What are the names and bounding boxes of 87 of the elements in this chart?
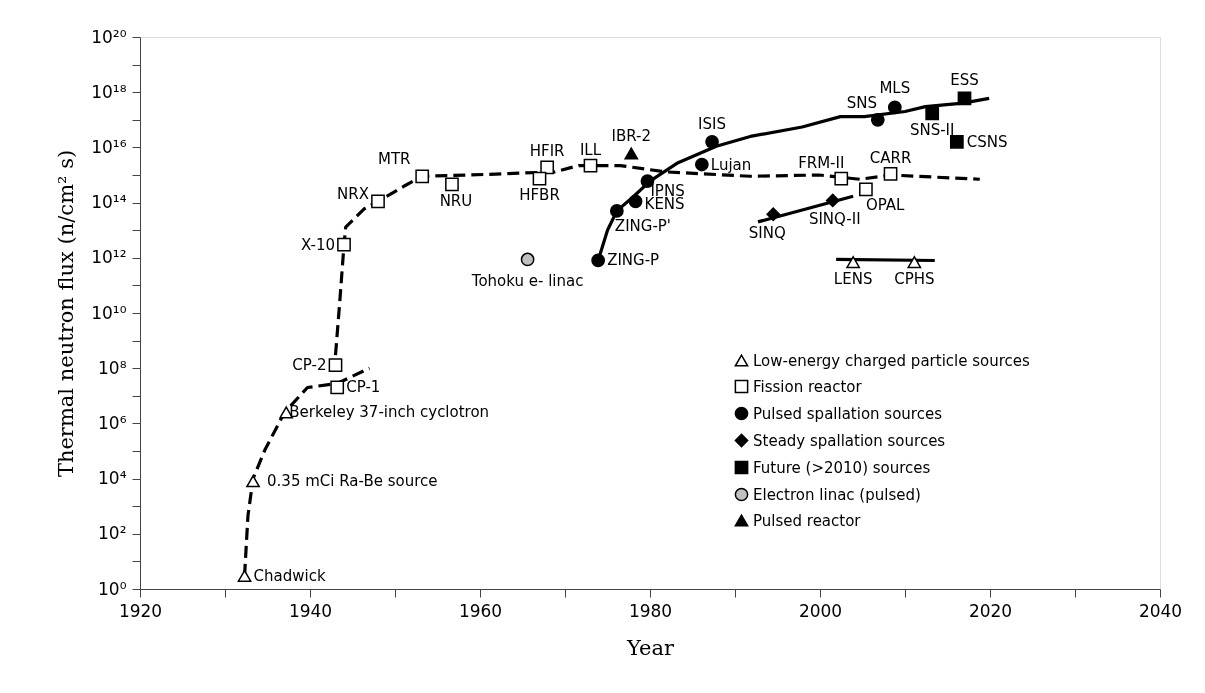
legend-label: Steady spallation sources [753, 431, 946, 450]
legend-label: Future (>2010) sources [753, 458, 931, 477]
point [445, 177, 459, 192]
y-tick-label: 10¹⁴ [91, 192, 127, 213]
annotation: FRM-II [798, 153, 845, 172]
y-tick-label: 10¹⁰ [91, 302, 127, 323]
point [846, 256, 861, 269]
point [337, 237, 351, 252]
legend-label: Pulsed spallation sources [753, 404, 943, 423]
legend-label: Low-energy charged particle sources [753, 351, 1031, 370]
point [624, 147, 639, 160]
point [883, 166, 898, 181]
point [825, 193, 840, 208]
y-tick-label: 10⁰ [98, 578, 127, 599]
y-tick-label: 10¹⁶ [91, 136, 127, 157]
point [957, 91, 972, 106]
point [907, 256, 922, 269]
annotation: ZING-P [607, 251, 660, 270]
x-tick-label: 1980 [628, 600, 673, 621]
point [925, 106, 940, 121]
y-tick-label: 10²⁰ [91, 26, 127, 47]
annotation: 0.35 mCi Ra-Be source [267, 472, 438, 491]
point [583, 158, 598, 173]
legend-label: Pulsed reactor [753, 511, 862, 530]
x-tick-label: 2000 [798, 600, 843, 621]
annotation: IBR-2 [611, 126, 652, 145]
annotation: CSNS [966, 132, 1008, 151]
y-tick-label: 10⁶ [98, 412, 127, 433]
annotation: Tohoku e- linac [470, 272, 584, 291]
point [540, 160, 555, 175]
annotation: CP-1 [346, 378, 381, 397]
point [246, 475, 260, 488]
point [859, 182, 873, 197]
point [834, 171, 849, 186]
annotation: SINQ-II [808, 210, 861, 229]
point [532, 171, 547, 186]
point [591, 253, 606, 268]
point [705, 134, 719, 149]
annotation: CP-2 [292, 356, 327, 375]
annotation: HFIR [529, 142, 565, 161]
x-tick-label: 1920 [118, 600, 163, 621]
x-tick-label: 2040 [1138, 600, 1183, 621]
annotation: Berkeley 37-inch cyclotron [289, 403, 490, 422]
x-axis-title: Year [625, 635, 675, 660]
y-tick-label: 10⁴ [98, 468, 127, 489]
point [694, 157, 709, 172]
point [609, 204, 624, 218]
annotation: MLS [879, 79, 911, 98]
annotation: ISIS [698, 114, 726, 133]
x-tick-label: 1960 [458, 600, 503, 621]
point [520, 252, 535, 267]
annotation: ESS [950, 71, 979, 90]
point [330, 380, 345, 395]
legend-label: Fission reactor [753, 377, 863, 396]
y-tick-label: 10¹⁸ [91, 81, 127, 102]
annotation: LENS [833, 270, 873, 289]
annotation: ZING-P' [614, 216, 671, 235]
x-tick-label: 2020 [968, 600, 1013, 621]
point [949, 134, 964, 149]
point [371, 194, 385, 209]
annotation: Chadwick [253, 566, 326, 585]
legend-label: Electron linac (pulsed) [753, 485, 921, 504]
point [628, 194, 643, 209]
x-tick-label: 1940 [288, 600, 333, 621]
y-axis-title: Thermal neutron flux (n/cm² s) [54, 149, 79, 478]
annotation: SINQ [748, 224, 786, 243]
annotation: SNS-II [909, 121, 955, 140]
annotation: ILL [579, 140, 602, 159]
annotation: CARR [869, 148, 912, 167]
point [870, 112, 885, 127]
y-tick-label: 10² [98, 523, 127, 544]
annotation: X-10 [300, 235, 335, 254]
annotation: MTR [377, 150, 411, 169]
annotation: NRU [439, 192, 473, 211]
point [415, 169, 430, 184]
annotation: HFBR [519, 185, 560, 204]
annotation: OPAL [865, 196, 906, 215]
point [328, 358, 343, 372]
point [887, 100, 902, 115]
point [766, 207, 781, 222]
y-tick-label: 10⁸ [98, 357, 127, 378]
annotation: Lujan [710, 155, 752, 174]
annotation: SNS [846, 93, 877, 112]
annotation: CPHS [894, 270, 935, 289]
annotation: NRX [337, 185, 369, 204]
y-tick-label: 10¹² [91, 247, 127, 268]
point [237, 569, 252, 582]
